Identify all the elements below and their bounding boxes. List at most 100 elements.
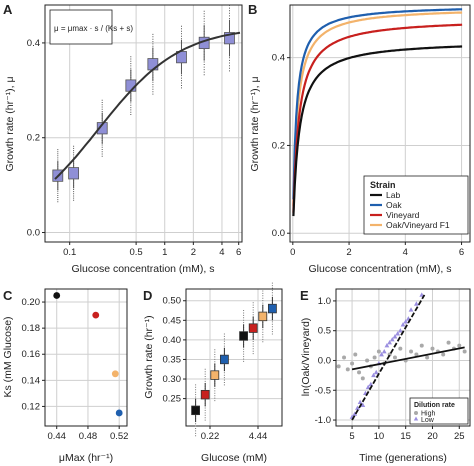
panel-e-point-high (392, 355, 397, 360)
panel-a-yticks: 0.0 0.2 0.4 (27, 38, 45, 239)
panel-c-ylabel: Ks (mM Glucose) (2, 316, 14, 397)
panel-e-point-low (400, 322, 406, 327)
panel-e-point-high (342, 355, 347, 360)
panel-a-ytick-label: 0.0 (27, 228, 40, 239)
panel-d-box (239, 331, 249, 341)
panel-c-ytick-label: 0.14 (22, 375, 41, 386)
panel-e-point-low (368, 381, 374, 387)
panel-b-line-oak (292, 8, 463, 200)
panel-d-ytick-label: 0.35 (163, 354, 182, 365)
panel-c-points (53, 292, 123, 417)
panel-c-point (115, 409, 123, 417)
panel-e-xticks: 5 10 15 20 25 (349, 426, 465, 442)
panel-a-xtick-label: 1 (162, 247, 167, 258)
panel-a-xtick-label: 2 (191, 247, 196, 258)
panel-d-xlabel: Glucose (mM) (201, 452, 267, 464)
panel-e-legend-box (409, 397, 469, 425)
panel-c-ytick-label: 0.18 (22, 323, 41, 334)
panel-a-ylabel: Growth rate (hr⁻¹), μ (4, 76, 16, 171)
panel-a-box (68, 167, 80, 180)
panel-e-ytick-label: -1.0 (315, 415, 331, 426)
panel-d-box (267, 303, 277, 314)
panel-b-line-oak-vineyard-f1 (292, 11, 463, 206)
panel-e-xlabel: Time (generations) (359, 452, 447, 464)
panel-b-xtick-label: 2 (346, 247, 351, 258)
panel-e-point-low (379, 351, 384, 357)
panel-e-point-high (446, 340, 451, 345)
panel-a-equation-text: μ = μmax · s / (Ks + s) (54, 24, 133, 33)
panel-e-legend-swatch-low (413, 416, 419, 421)
panel-c-frame (44, 288, 128, 427)
panel-c-xtick-label: 0.44 (47, 431, 66, 442)
panel-b-yticks: 0.0 0.2 0.4 (272, 53, 290, 239)
panel-d-box (210, 370, 220, 380)
panel-c-yticks: 0.12 0.14 0.16 0.18 0.20 (22, 297, 45, 412)
panel-a-xtick-label: 6 (236, 247, 241, 258)
panel-a-xlabel: Glucose concentration (mM), s (72, 263, 215, 275)
panel-e-point-high (376, 349, 381, 354)
panel-d-xticks: 0.22 4.44 (201, 426, 268, 442)
panel-a-frame (44, 4, 243, 243)
panel-e-point-high (441, 352, 446, 357)
panel-e-fit-low (351, 294, 426, 421)
panel-d-box (258, 311, 268, 322)
panel-c-point (53, 292, 61, 299)
panel-d-box (248, 323, 258, 333)
panel-b-legend-title: Strain (370, 180, 396, 190)
panel-e-yticks: -1.0 -0.5 0.0 0.5 1.0 (315, 296, 336, 426)
panel-e-legend-title: Dilution rate (414, 402, 455, 409)
panel-e-point-low (392, 334, 398, 339)
panel-e-legend-label: Low (421, 417, 435, 424)
panel-d: D 0.22 4.44 0.25 0.30 0.35 0.40 0.45 0.50 Gluc… (143, 282, 283, 464)
panel-b-xlabel: Glucose concentration (mM), s (309, 263, 452, 275)
panel-e-point-high (345, 367, 350, 372)
panel-e-ylabel: ln(Oak/Vineyard) (300, 318, 312, 397)
panel-d-frame (185, 288, 283, 427)
panel-b-line-vineyard (292, 23, 463, 213)
panel-b-legend-label: Oak (386, 200, 402, 210)
panel-c-grid (45, 289, 127, 426)
panel-d-box (191, 405, 201, 416)
panel-e-point-high (430, 346, 435, 351)
panel-d-boxes (191, 282, 277, 437)
panel-a-equation-box (49, 9, 113, 45)
panel-e-frame (335, 288, 471, 427)
panel-e-point-low (365, 384, 371, 390)
panel-e-point-low (387, 340, 392, 345)
panel-e-xtick-label: 25 (454, 431, 465, 442)
panel-d-xtick-label: 4.44 (249, 431, 268, 442)
panel-b-legend-label: Oak/Vineyard F1 (386, 220, 450, 230)
panel-e-xtick-label: 15 (400, 431, 411, 442)
panel-e-point-low (408, 307, 414, 312)
panel-e-point-high (372, 355, 377, 360)
panel-e-point-high (457, 343, 462, 348)
panel-e-fit-lines (351, 294, 465, 421)
panel-d-ytick-label: 0.40 (163, 335, 182, 346)
panel-c-xlabel: μMax (hr⁻¹) (59, 452, 113, 464)
panel-e-xtick-label: 5 (349, 431, 354, 442)
panel-c: C 0.44 0.48 0.52 0.12 0.14 0.16 0.18 0.20 μMax… (2, 288, 128, 464)
panel-a-box (224, 32, 235, 45)
panel-c-xticks: 0.44 0.48 0.52 (47, 426, 128, 442)
panel-e-point-high (357, 370, 362, 375)
panel-e-ytick-label: 0.5 (318, 326, 331, 337)
panel-e-point-high (419, 343, 424, 348)
panel-e-label: E (300, 288, 309, 303)
panel-c-xtick-label: 0.48 (79, 431, 98, 442)
panel-e-point-high (462, 349, 467, 354)
panel-e-legend-label: High (421, 411, 436, 418)
panel-a-ytick-label: 0.4 (27, 38, 40, 49)
panel-e-points (336, 292, 467, 419)
panel-c-point (111, 370, 119, 378)
panel-d-box (219, 354, 229, 365)
panel-d-xtick-label: 0.22 (201, 431, 220, 442)
panel-e-fit-high (351, 346, 465, 371)
panel-b-legend-label: Lab (386, 190, 400, 200)
panel-a-xtick-label: 0.5 (130, 247, 143, 258)
panel-c-label: C (3, 288, 13, 303)
panel-e-point-low (371, 372, 376, 378)
